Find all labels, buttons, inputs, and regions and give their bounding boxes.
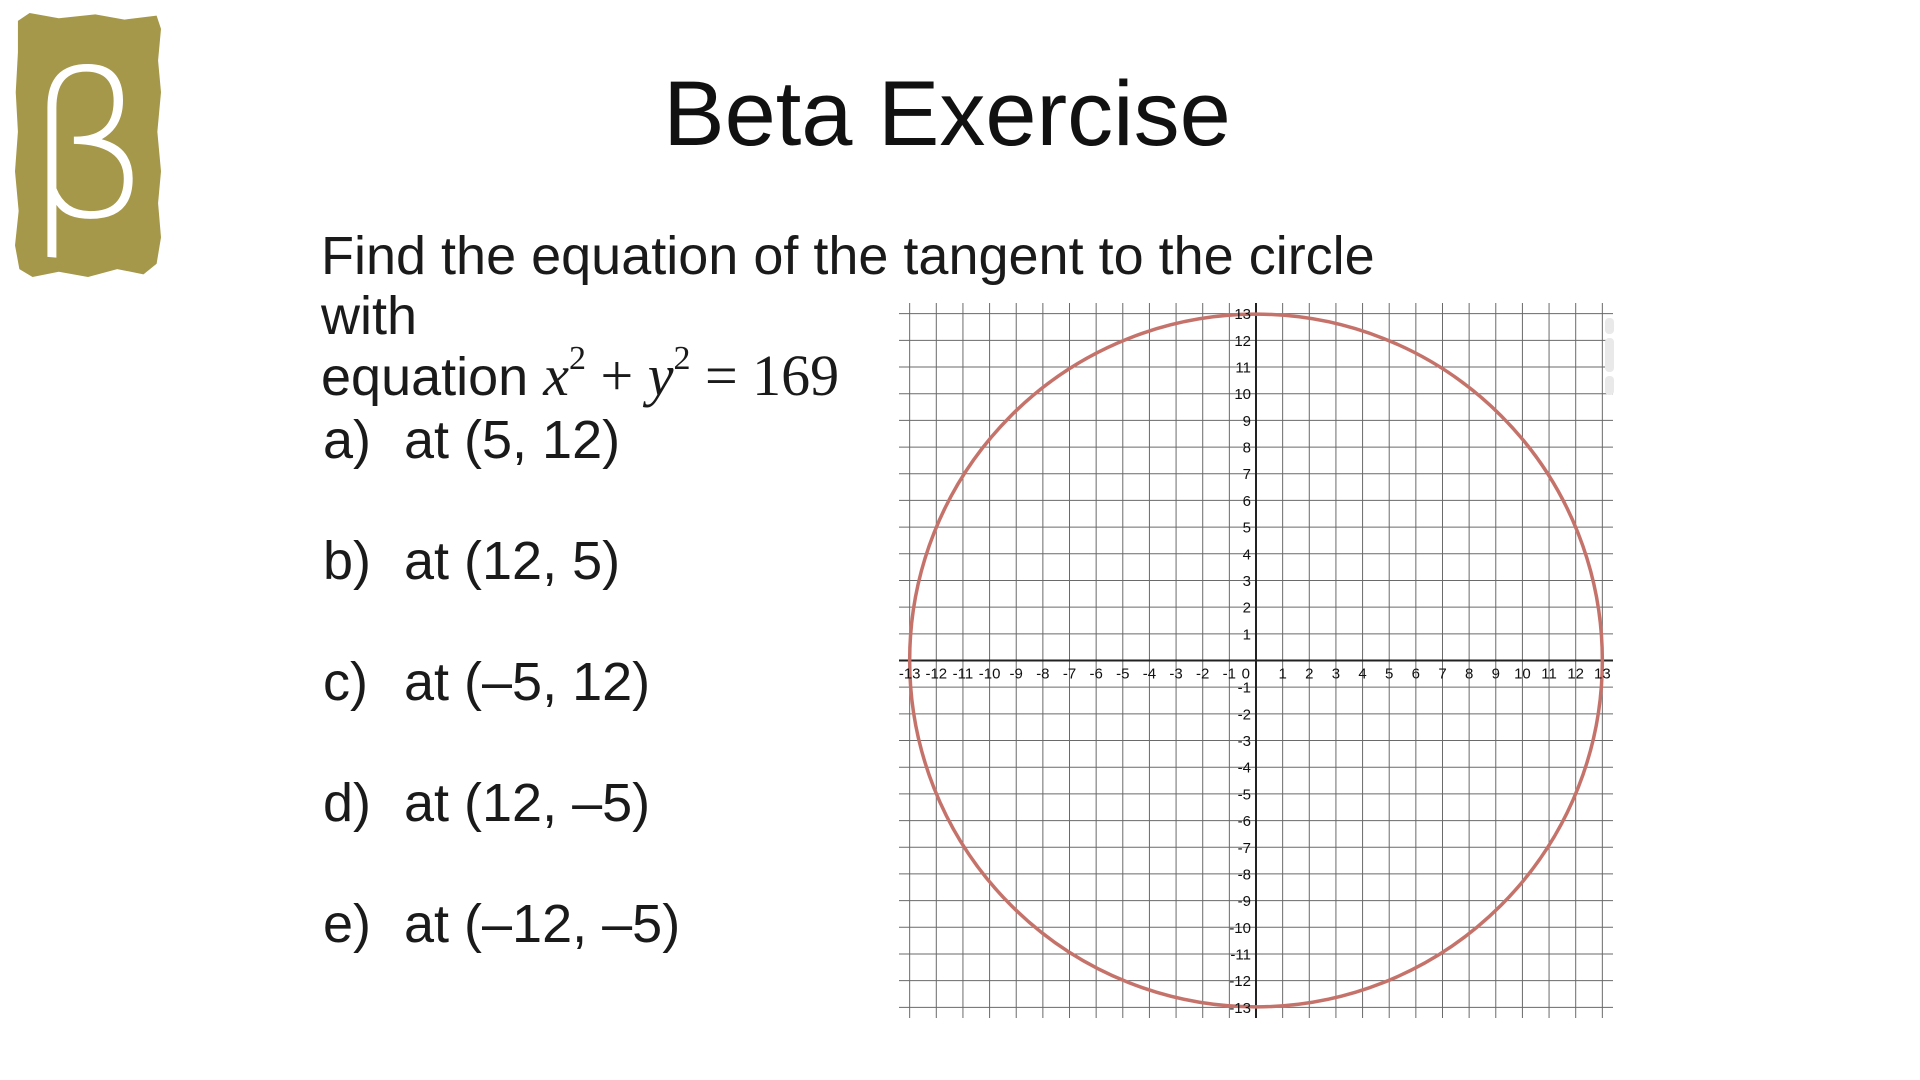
problem-line2-prefix: equation xyxy=(321,347,529,407)
question-list: a) at (5, 12) b) at (12, 5) c) at (–5, 1… xyxy=(323,413,680,1018)
y-tick-label: -8 xyxy=(1238,866,1251,883)
item-text: at (–5, 12) xyxy=(404,652,651,712)
x-tick-label: 5 xyxy=(1385,666,1393,683)
y-tick-label: 8 xyxy=(1243,440,1251,457)
x-tick-label: -13 xyxy=(899,666,921,683)
y-tick-label: -7 xyxy=(1238,840,1251,857)
circle-graph-svg: -13 -12 -11 -10 -9 -8 -7 -6 -5 -4 -3 -2 -1 0 1 2 3 4 5 6 7 8 9… xyxy=(899,303,1614,1018)
y-tick-label: 10 xyxy=(1234,386,1251,403)
x-tick-label: -5 xyxy=(1116,666,1129,683)
x-tick-label: 3 xyxy=(1332,666,1340,683)
x-tick-label: 4 xyxy=(1358,666,1366,683)
x-tick-label: -11 xyxy=(953,666,974,683)
x-tick-label: 12 xyxy=(1567,666,1584,683)
x-tick-label: -12 xyxy=(925,666,947,683)
item-text: at (–12, –5) xyxy=(404,894,681,954)
item-text: at (12, 5) xyxy=(404,531,621,591)
equation-var-y: y xyxy=(647,343,674,408)
list-item: c) at (–5, 12) xyxy=(323,655,680,709)
x-tick-label: 1 xyxy=(1278,666,1286,683)
x-tick-label: -2 xyxy=(1196,666,1209,683)
x-tick-label: -4 xyxy=(1143,666,1156,683)
circle-graph: -13 -12 -11 -10 -9 -8 -7 -6 -5 -4 -3 -2 -1 0 1 2 3 4 5 6 7 8 9… xyxy=(899,303,1614,1018)
y-tick-label: -1 xyxy=(1238,680,1251,697)
beta-symbol: β xyxy=(24,31,152,264)
y-tick-label: 5 xyxy=(1243,520,1251,537)
y-tick-label: 4 xyxy=(1243,546,1251,563)
equation-exp-y: 2 xyxy=(673,339,691,377)
item-label: d) xyxy=(323,773,372,833)
list-item: d) at (12, –5) xyxy=(323,776,680,830)
y-tick-label: -10 xyxy=(1229,920,1251,937)
y-tick-label: 7 xyxy=(1243,466,1251,483)
scrollbar-artifact xyxy=(1605,318,1614,334)
equation: x2 + y2 = 169 xyxy=(543,339,840,408)
x-tick-label: -6 xyxy=(1089,666,1102,683)
equation-plus: + xyxy=(600,343,634,408)
y-tick-label: 11 xyxy=(1235,360,1251,377)
scrollbar-artifact xyxy=(1605,376,1614,395)
y-tick-label: -6 xyxy=(1238,813,1251,830)
x-tick-label: 0 xyxy=(1242,666,1250,683)
x-tick-label: -10 xyxy=(979,666,1001,683)
x-tick-label: 8 xyxy=(1465,666,1473,683)
item-text: at (12, –5) xyxy=(404,773,651,833)
item-label: e) xyxy=(323,894,372,954)
x-tick-label: 13 xyxy=(1594,666,1611,683)
y-tick-label: -11 xyxy=(1230,946,1251,963)
y-tick-label: -13 xyxy=(1229,1000,1251,1017)
x-tick-label: -3 xyxy=(1169,666,1182,683)
scrollbar-artifact xyxy=(1605,338,1614,372)
y-tick-label: -4 xyxy=(1238,760,1251,777)
plotted-circle xyxy=(907,312,1605,1009)
y-tick-label: 9 xyxy=(1243,413,1251,430)
problem-line-1: Find the equation of the tangent to the … xyxy=(321,226,1375,346)
x-tick-label: -8 xyxy=(1036,666,1049,683)
x-tick-label: 9 xyxy=(1492,666,1500,683)
y-tick-label: 13 xyxy=(1234,306,1251,323)
problem-line-2: equation x2 + y2 = 169 xyxy=(321,339,1441,408)
item-label: b) xyxy=(323,531,372,591)
y-tick-label: 6 xyxy=(1243,493,1251,510)
beta-logo: β xyxy=(15,13,161,277)
equation-rhs: = 169 xyxy=(704,343,840,408)
list-item: a) at (5, 12) xyxy=(323,413,680,467)
x-tick-label: 6 xyxy=(1412,666,1420,683)
x-tick-label: 11 xyxy=(1541,666,1557,683)
y-tick-label: -9 xyxy=(1238,893,1251,910)
x-tick-label: -7 xyxy=(1063,666,1076,683)
y-tick-label: 12 xyxy=(1234,333,1251,350)
y-tick-label: -2 xyxy=(1238,706,1251,723)
x-tick-label: 7 xyxy=(1438,666,1446,683)
item-label: c) xyxy=(323,652,368,712)
list-item: e) at (–12, –5) xyxy=(323,897,680,951)
item-label: a) xyxy=(323,410,372,470)
y-tick-label: -3 xyxy=(1238,733,1251,750)
page-title: Beta Exercise xyxy=(663,63,1231,165)
x-tick-label: -9 xyxy=(1010,666,1023,683)
x-tick-label: 10 xyxy=(1514,666,1531,683)
y-tick-label: 2 xyxy=(1243,600,1251,617)
y-tick-label: -12 xyxy=(1229,973,1251,990)
x-tick-label: 2 xyxy=(1305,666,1313,683)
x-tick-label: -1 xyxy=(1223,666,1236,683)
y-tick-label: 1 xyxy=(1243,626,1251,643)
y-tick-label: -5 xyxy=(1238,786,1251,803)
equation-var-x: x xyxy=(543,343,569,408)
y-tick-label: 3 xyxy=(1243,573,1251,590)
problem-statement: Find the equation of the tangent to the … xyxy=(321,226,1441,407)
item-text: at (5, 12) xyxy=(404,410,621,470)
equation-exp-x: 2 xyxy=(568,339,586,377)
list-item: b) at (12, 5) xyxy=(323,534,680,588)
